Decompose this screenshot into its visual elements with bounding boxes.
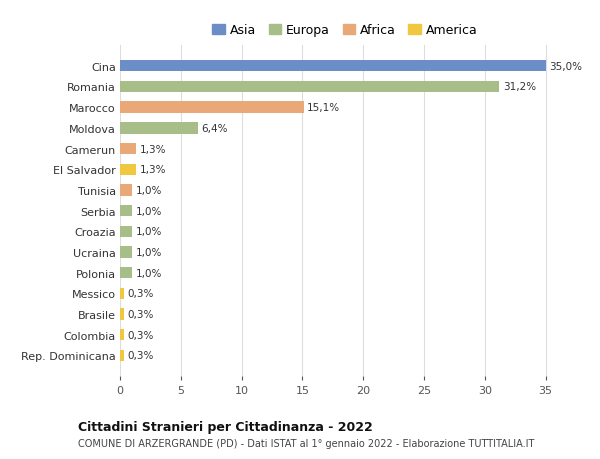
- Text: 0,3%: 0,3%: [127, 289, 154, 299]
- Text: 1,3%: 1,3%: [139, 165, 166, 175]
- Bar: [120, 247, 132, 258]
- Bar: [120, 268, 132, 279]
- Text: 1,0%: 1,0%: [136, 206, 162, 216]
- Bar: [120, 164, 136, 175]
- Text: 0,3%: 0,3%: [127, 330, 154, 340]
- Text: 1,0%: 1,0%: [136, 268, 162, 278]
- Text: 1,0%: 1,0%: [136, 185, 162, 196]
- Bar: [120, 102, 304, 113]
- Bar: [120, 206, 132, 217]
- Text: 15,1%: 15,1%: [307, 103, 340, 113]
- Text: 1,3%: 1,3%: [139, 144, 166, 154]
- Bar: [120, 185, 132, 196]
- Bar: [120, 144, 136, 155]
- Bar: [120, 350, 124, 361]
- Text: 1,0%: 1,0%: [136, 227, 162, 237]
- Text: 35,0%: 35,0%: [550, 62, 583, 72]
- Bar: [120, 226, 132, 237]
- Bar: [120, 330, 124, 341]
- Text: COMUNE DI ARZERGRANDE (PD) - Dati ISTAT al 1° gennaio 2022 - Elaborazione TUTTIT: COMUNE DI ARZERGRANDE (PD) - Dati ISTAT …: [78, 438, 535, 448]
- Legend: Asia, Europa, Africa, America: Asia, Europa, Africa, America: [208, 19, 482, 42]
- Bar: [120, 61, 545, 72]
- Bar: [120, 309, 124, 320]
- Text: 31,2%: 31,2%: [503, 82, 536, 92]
- Text: 0,3%: 0,3%: [127, 351, 154, 361]
- Bar: [120, 288, 124, 299]
- Text: 0,3%: 0,3%: [127, 309, 154, 319]
- Text: 6,4%: 6,4%: [202, 123, 228, 134]
- Bar: [120, 82, 499, 93]
- Bar: [120, 123, 198, 134]
- Text: 1,0%: 1,0%: [136, 247, 162, 257]
- Text: Cittadini Stranieri per Cittadinanza - 2022: Cittadini Stranieri per Cittadinanza - 2…: [78, 420, 373, 433]
